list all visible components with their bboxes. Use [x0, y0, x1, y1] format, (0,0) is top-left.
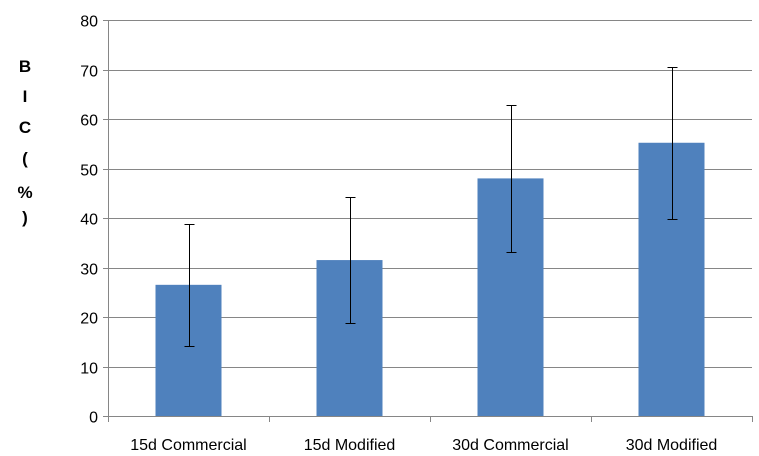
- y-tick-label: 50: [80, 163, 98, 180]
- bar: [638, 142, 705, 416]
- y-tick-label: 40: [80, 212, 98, 229]
- axes: [103, 20, 753, 422]
- x-tick-label: 15d Commercial: [130, 437, 246, 454]
- y-axis-label-char: I: [23, 87, 28, 106]
- bar: [316, 260, 383, 416]
- y-tick-label: 60: [80, 113, 98, 130]
- y-tick-label: 0: [89, 410, 98, 427]
- x-tick-labels: 15d Commercial 15d Modified 30d Commercial…: [130, 437, 717, 454]
- y-tick-labels: 0 10 20 30 40 50 60 70 80: [80, 14, 98, 427]
- y-tick-label: 20: [80, 311, 98, 328]
- y-axis-label-char: (: [22, 149, 28, 168]
- y-tick-label: 30: [80, 262, 98, 279]
- y-tick-label: 80: [80, 14, 98, 31]
- y-tick-label: 70: [80, 64, 98, 81]
- x-tick-label: 15d Modified: [304, 437, 396, 454]
- y-axis-label-char: B: [19, 57, 31, 76]
- bar: [155, 284, 222, 416]
- y-axis-label: BIC (%): [17, 57, 32, 227]
- y-axis-label-char: %: [17, 183, 32, 202]
- y-axis-label-char: C: [19, 118, 31, 137]
- bars: [155, 142, 705, 416]
- y-tick-label: 10: [80, 361, 98, 378]
- y-axis-label-char: ): [22, 208, 28, 227]
- x-tick-label: 30d Modified: [626, 437, 718, 454]
- bar: [477, 178, 544, 416]
- error-bars: [184, 67, 678, 347]
- x-tick-label: 30d Commercial: [452, 437, 568, 454]
